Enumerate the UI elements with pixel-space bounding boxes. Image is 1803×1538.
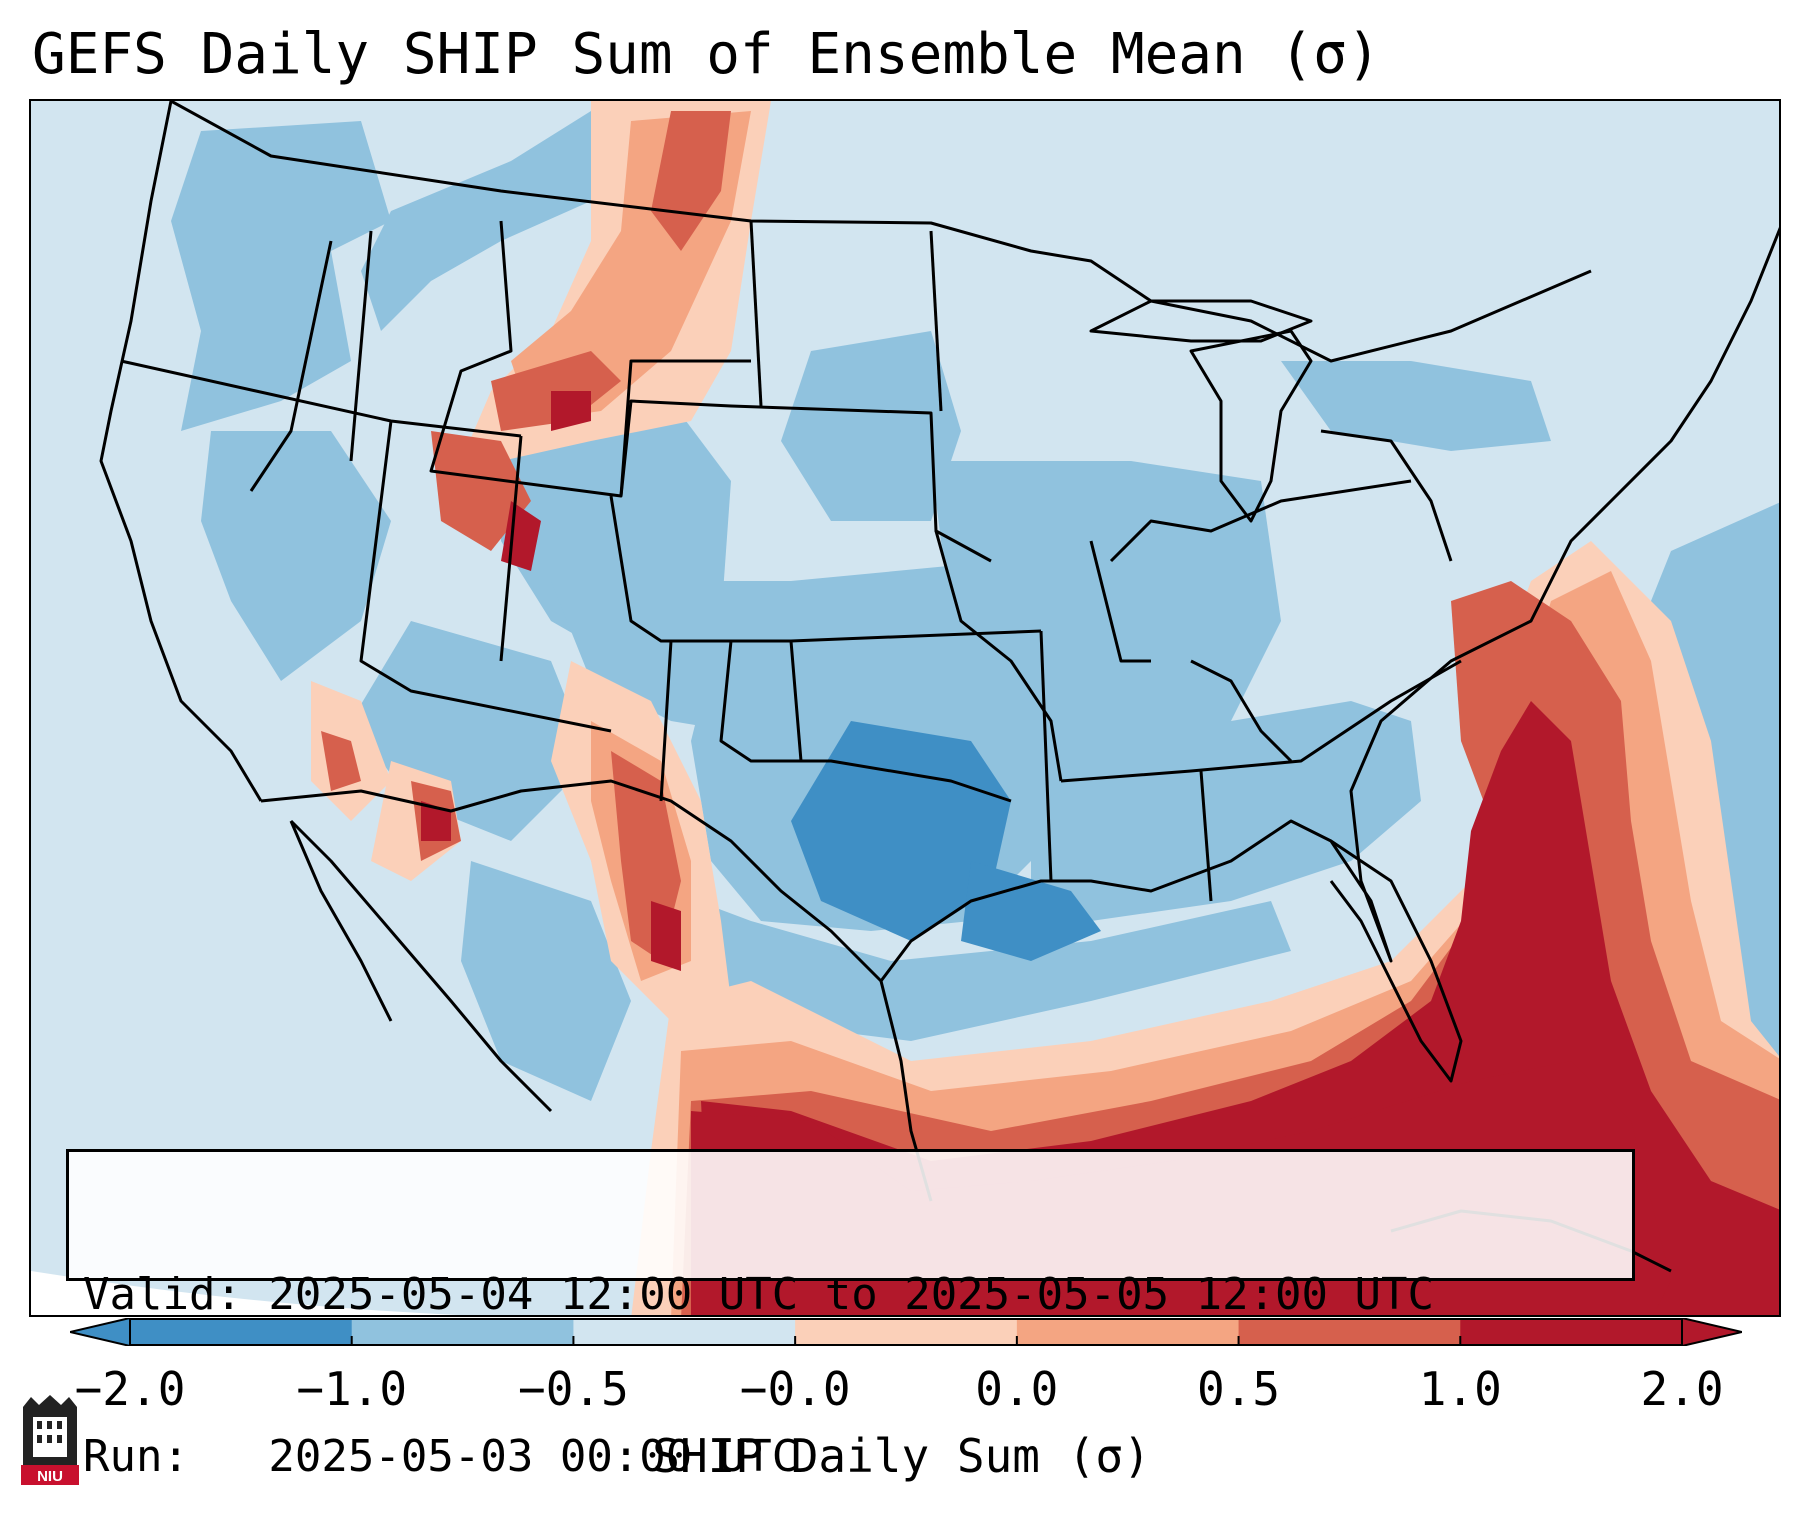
- region-montana-west: [361, 101, 621, 331]
- us-canada-border: [170, 101, 1592, 363]
- colorbar-extend-low: [70, 1318, 131, 1346]
- logo-text: NIU: [37, 1468, 63, 1485]
- colorbar-tick-label: 1.0: [1418, 1362, 1502, 1416]
- valid-run-box: Valid: 2025-05-04 12:00 UTC to 2025-05-0…: [66, 1149, 1635, 1482]
- lake-michigan: [1189, 329, 1313, 523]
- region-arizona-core: [421, 801, 451, 841]
- region-south-dakota-nebraska: [781, 331, 961, 521]
- region-new-mexico-core: [651, 901, 681, 971]
- colorbar-tick-label: −2.0: [74, 1362, 186, 1416]
- state-line-16: [1060, 659, 1462, 783]
- gulf-coast: [879, 226, 1779, 982]
- state-line-21: [1320, 429, 1453, 562]
- state-line-7: [609, 495, 1042, 643]
- colorbar-tick-label: 2.0: [1640, 1362, 1724, 1416]
- state-line-17: [1109, 479, 1412, 563]
- colorbar-cell: [130, 1318, 353, 1346]
- state-line-19: [1190, 659, 1293, 763]
- region-pacific-northwest: [171, 121, 391, 431]
- map-field: [31, 101, 1779, 1315]
- map-panel: [29, 99, 1781, 1317]
- colorbar-cell: [795, 1318, 1018, 1346]
- state-line-5: [499, 435, 523, 662]
- colorbar-tick-label: 0.5: [1197, 1362, 1281, 1416]
- projection-corner-left: [31, 1271, 459, 1315]
- region-deep-south: [1031, 701, 1421, 921]
- mexico-border: [260, 779, 883, 983]
- state-line-12: [659, 640, 673, 802]
- niu-logo-icon: NIU: [21, 1395, 79, 1485]
- colorbar-cell: [1016, 1318, 1240, 1346]
- colorbar-tick-label: −1.0: [296, 1362, 408, 1416]
- region-idaho-mid: [431, 431, 531, 551]
- lake-superior: [1089, 299, 1313, 343]
- state-line-10: [929, 230, 943, 412]
- colorbar-cell: [1460, 1318, 1683, 1346]
- colorbar-tick-label: −0.0: [739, 1362, 851, 1416]
- state-line-6: [429, 220, 751, 498]
- colorbar-label: SHIP Daily Sum (σ): [652, 1429, 1151, 1483]
- state-line-8: [619, 399, 992, 563]
- logo-banner: [21, 1465, 79, 1485]
- colorbar-extend-high: [1681, 1318, 1742, 1346]
- state-line-13: [789, 640, 803, 762]
- region-mexico-west: [461, 861, 631, 1101]
- state-line-9: [749, 220, 763, 407]
- colorbar-frame: [129, 1318, 1683, 1346]
- florida-peninsula: [1329, 839, 1463, 1083]
- chart-title: GEFS Daily SHIP Sum of Ensemble Mean (σ): [32, 22, 1381, 87]
- baja-peninsula: [289, 820, 393, 1022]
- state-line-1: [249, 240, 333, 492]
- region-great-basin: [201, 431, 391, 681]
- region-texas-core: [791, 721, 1011, 941]
- run-time-label: Run: 2025-05-03 00:00 UTC: [83, 1431, 799, 1482]
- colorbar-cell: [351, 1318, 574, 1346]
- colorbar: [70, 1318, 1742, 1346]
- region-northeast-lakes: [1281, 361, 1551, 451]
- map-outlines: [99, 101, 1779, 1273]
- valid-time-label: Valid: 2025-05-04 12:00 UTC to 2025-05-0…: [83, 1269, 1435, 1320]
- region-rockies-mid: [651, 111, 731, 251]
- state-line-2: [349, 230, 373, 462]
- state-line-20: [1199, 770, 1213, 902]
- colorbar-cell: [573, 1318, 796, 1346]
- region-texas-core-east: [961, 861, 1101, 961]
- state-line-11: [719, 640, 1012, 803]
- state-line-18: [1089, 540, 1151, 663]
- region-nevada-mid: [321, 731, 361, 791]
- colorbar-cell: [1238, 1318, 1461, 1346]
- state-line-14: [934, 530, 1063, 782]
- region-rockies-core: [551, 391, 591, 431]
- west-coast: [99, 101, 263, 802]
- colorbar-tick-label: −0.5: [518, 1362, 629, 1416]
- state-line-4: [359, 420, 612, 733]
- mexico-coast: [289, 819, 553, 1113]
- state-line-15: [1039, 630, 1053, 882]
- colorbar-tick-label: 0.0: [975, 1362, 1059, 1416]
